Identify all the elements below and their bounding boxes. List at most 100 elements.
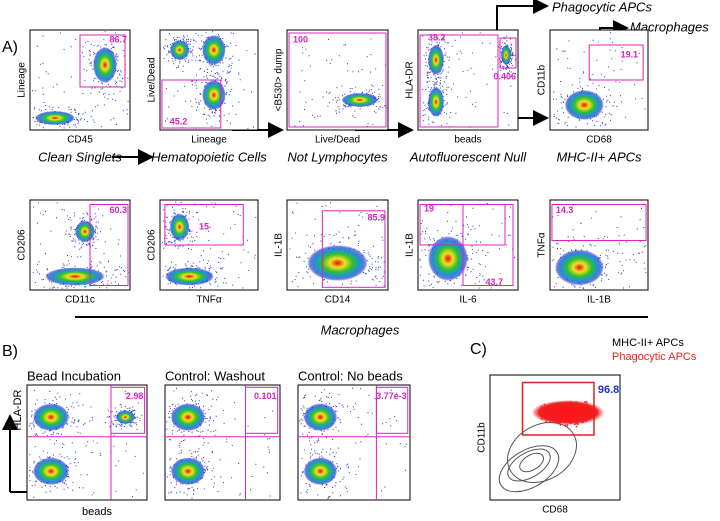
gate bbox=[161, 79, 222, 129]
gate-value: 38.2 bbox=[428, 32, 446, 42]
gate-value: 96.8 bbox=[598, 384, 619, 396]
plot-title: Control: No beads bbox=[298, 368, 403, 383]
y-label: CD11b bbox=[537, 64, 548, 95]
panel-label: A) bbox=[2, 39, 18, 56]
density bbox=[164, 267, 214, 286]
x-label: IL-6 bbox=[459, 295, 477, 306]
y-label: <B530> dump bbox=[274, 48, 285, 111]
gate-value: 85.9 bbox=[367, 212, 385, 222]
plot-caption: MHC-II+ APCs bbox=[556, 149, 642, 164]
gate-value: 0.101 bbox=[254, 391, 277, 401]
contour bbox=[507, 448, 551, 482]
density bbox=[531, 400, 605, 425]
x-label: CD68 bbox=[586, 135, 612, 146]
x-label: CD11c bbox=[65, 295, 95, 306]
x-label: Lineage bbox=[191, 135, 227, 146]
plot-title: Bead Incubation bbox=[27, 368, 121, 383]
gate bbox=[588, 44, 644, 81]
gate-value: 60.3 bbox=[109, 205, 127, 215]
density bbox=[93, 47, 117, 83]
x-label: beads bbox=[82, 506, 112, 518]
contour bbox=[519, 452, 544, 473]
contour bbox=[498, 445, 560, 493]
y-label: IL-1B bbox=[274, 233, 285, 257]
gate-value: 45.2 bbox=[170, 116, 188, 126]
events bbox=[32, 202, 129, 289]
density bbox=[554, 249, 604, 286]
density bbox=[45, 267, 105, 286]
density bbox=[169, 213, 190, 241]
gate bbox=[288, 32, 387, 128]
plot-caption: Not Lymphocytes bbox=[287, 149, 388, 164]
gate bbox=[164, 204, 244, 246]
plot-caption: Hematopoietic Cells bbox=[151, 149, 267, 164]
events bbox=[163, 31, 256, 129]
row-caption: Macrophages bbox=[321, 322, 400, 337]
y-label: CD206 bbox=[17, 229, 28, 261]
panel-label: B) bbox=[2, 343, 18, 360]
gate bbox=[89, 204, 129, 286]
plot-caption: Autofluorescent Null bbox=[409, 149, 527, 164]
x-label: CD68 bbox=[542, 505, 568, 516]
y-label: Live/Dead bbox=[147, 57, 158, 102]
density bbox=[428, 87, 444, 117]
plot-frame bbox=[286, 29, 389, 131]
density bbox=[170, 403, 206, 432]
y-label: IL-1B bbox=[405, 233, 416, 257]
density bbox=[303, 457, 338, 486]
gate-value: 86.7 bbox=[109, 34, 127, 44]
density bbox=[307, 245, 368, 281]
panel-label: C) bbox=[470, 341, 487, 358]
branch-label: Phagocytic APCs bbox=[552, 0, 652, 14]
density bbox=[75, 220, 95, 243]
x-label: TNFα bbox=[196, 295, 221, 306]
gate bbox=[521, 381, 595, 436]
density bbox=[202, 80, 226, 110]
density bbox=[33, 403, 69, 432]
x-label: Live/Dead bbox=[315, 135, 360, 146]
gate bbox=[462, 204, 514, 286]
legend-entry: Phagocytic APCs bbox=[612, 351, 697, 363]
density bbox=[115, 410, 135, 425]
y-label: TNFα bbox=[537, 232, 548, 257]
gate bbox=[321, 210, 386, 288]
density bbox=[169, 40, 190, 60]
y-label: CD11b bbox=[477, 422, 488, 453]
gate-value: 3.77e-3 bbox=[376, 391, 407, 401]
legend-entry: MHC-II+ APCs bbox=[612, 337, 684, 349]
density bbox=[341, 93, 378, 107]
gate-value: 15 bbox=[199, 221, 209, 231]
y-label: CD206 bbox=[147, 229, 158, 261]
gate bbox=[551, 204, 647, 241]
gate-value: 19.1 bbox=[621, 49, 639, 59]
gate-value: 100 bbox=[293, 34, 308, 44]
gate bbox=[499, 37, 517, 69]
density bbox=[303, 403, 338, 432]
gate bbox=[419, 34, 499, 128]
gate-value: 43.7 bbox=[485, 277, 503, 287]
density bbox=[170, 457, 206, 486]
gate-value: 14.3 bbox=[556, 205, 574, 215]
plot-title: Control: Washout bbox=[165, 368, 265, 383]
x-label: IL-1B bbox=[587, 295, 611, 306]
density bbox=[33, 457, 69, 486]
branch-label: Macrophages bbox=[630, 19, 709, 34]
density bbox=[564, 90, 604, 120]
plot-caption: Clean Singlets bbox=[38, 149, 122, 164]
gate bbox=[79, 34, 126, 88]
gate-value: 2.98 bbox=[126, 391, 144, 401]
gate-value: 0.406 bbox=[493, 71, 516, 81]
y-label: Lineage bbox=[17, 62, 28, 98]
x-label: CD14 bbox=[325, 295, 351, 306]
density bbox=[428, 45, 444, 75]
density bbox=[501, 45, 511, 65]
density bbox=[35, 111, 75, 125]
x-label: beads bbox=[454, 135, 481, 146]
y-label: HLA-DR bbox=[12, 389, 24, 430]
density bbox=[428, 236, 468, 281]
density bbox=[202, 35, 226, 65]
gate-value: 19 bbox=[424, 203, 434, 213]
x-label: CD45 bbox=[67, 135, 93, 146]
